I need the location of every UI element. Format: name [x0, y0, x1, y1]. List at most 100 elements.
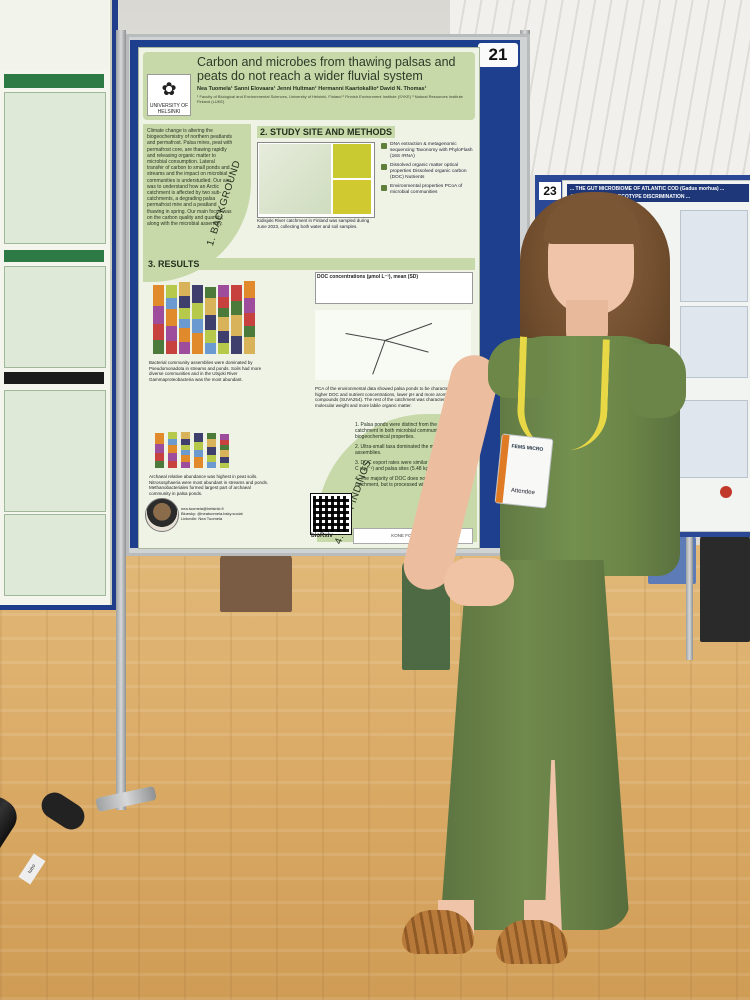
stacked-bar-segment	[205, 298, 216, 315]
stacked-bar-segment	[153, 340, 164, 354]
stacked-bar-segment	[179, 319, 190, 328]
stacked-bar-segment	[179, 308, 190, 319]
contact-bluesky: Bluesky: @neatuomela.bsky.social	[181, 511, 243, 516]
university-logo: ✿ UNIVERSITY OF HELSINKI	[147, 74, 191, 116]
stacked-bar-segment	[220, 463, 229, 468]
stacked-bar-segment	[220, 434, 229, 440]
results-heading: 3. RESULTS	[148, 259, 200, 269]
author-avatar	[145, 498, 179, 532]
stacked-bar-segment	[155, 444, 164, 453]
dress-sleeve-left	[488, 338, 548, 398]
stacked-bar-segment	[194, 450, 203, 457]
stacked-bar-segment	[244, 281, 255, 298]
stacked-bar-segment	[231, 336, 242, 354]
methods-list: DNA extraction & metagenomic sequencing …	[381, 142, 475, 199]
stacked-bar-segment	[220, 445, 229, 450]
stacked-bar-segment	[192, 285, 203, 303]
methods-item: Dissolved organic matter optical propert…	[381, 163, 475, 181]
left-poster-panel	[4, 514, 106, 596]
stacked-bar-segment	[244, 326, 255, 337]
stacked-bar-segment	[153, 285, 164, 306]
pca-plot	[315, 310, 471, 380]
stand-pole	[116, 30, 126, 810]
doc-table: DOC concentrations (µmol L⁻¹), mean (SD)	[315, 272, 473, 304]
poster-authors: Nea Tuomela¹ Sanni Elovaara¹ Jenni Hultm…	[197, 86, 427, 92]
stacked-bar-segment	[179, 282, 190, 296]
stacked-bar-segment	[181, 450, 190, 455]
stacked-bar-segment	[181, 439, 190, 445]
stacked-bar-segment	[179, 328, 190, 342]
stacked-bar-segment	[194, 442, 203, 450]
woman-bangs	[544, 198, 640, 244]
contact-block: nea.tuomela@helsinki.fi Bluesky: @neatuo…	[145, 498, 265, 538]
stacked-bar-segment	[181, 445, 190, 450]
key-finding: 2. Ultra-small taxa dominated the microb…	[355, 444, 450, 456]
woman-hands	[444, 558, 514, 606]
stacked-bar-segment	[218, 297, 229, 308]
poster-title-bar	[143, 52, 475, 120]
key-finding: 4. The majority of DOC does not reach th…	[355, 476, 449, 488]
bacteria-stacked-bars	[153, 274, 261, 354]
contact-text: nea.tuomela@helsinki.fi Bluesky: @neatuo…	[181, 506, 271, 521]
left-sandal	[402, 910, 474, 954]
stacked-bar-segment	[207, 455, 216, 462]
right-poster-logo	[720, 486, 732, 498]
map-inset-bottom	[333, 180, 371, 214]
archaea-stacked-bars	[155, 392, 245, 468]
left-poster-panel	[4, 390, 106, 512]
stacked-bar-segment	[181, 455, 190, 462]
right-sandal	[496, 920, 568, 964]
key-finding: 3. DOC export rates were similar from pe…	[355, 460, 470, 472]
stacked-bar-segment	[179, 342, 190, 354]
lanyard	[516, 336, 610, 452]
stacked-bar-segment	[194, 433, 203, 442]
key-findings-list: 1. Palsa ponds were distinct from the re…	[355, 422, 473, 492]
left-poster-header	[0, 0, 108, 70]
left-poster	[0, 0, 112, 605]
attendee-badge: FEMS MICRO Attendee	[494, 433, 554, 509]
stacked-bar-segment	[218, 317, 229, 331]
stacked-bar-segment	[166, 309, 177, 326]
stacked-bar-segment	[244, 337, 255, 354]
biorxiv-logo: bioRxiv	[311, 533, 333, 539]
stacked-bar-segment	[220, 440, 229, 445]
stacked-bar-segment	[231, 301, 242, 315]
contact-email: nea.tuomela@helsinki.fi	[181, 506, 224, 511]
stacked-bar-segment	[207, 447, 216, 455]
right-board-number: 23	[539, 182, 561, 200]
logo-label: UNIVERSITY OF HELSINKI	[149, 103, 189, 115]
stacked-bar-segment	[192, 333, 203, 354]
pca-text: PCA of the environmental data showed pal…	[315, 386, 471, 408]
pca-vector	[345, 333, 386, 341]
stacked-bar-segment	[218, 308, 229, 317]
left-poster-band	[4, 250, 104, 262]
stacked-bar-segment	[168, 439, 177, 445]
green-dress-skirt	[440, 560, 630, 930]
key-finding: 1. Palsa ponds were distinct from the re…	[355, 422, 461, 440]
stacked-bar-segment	[220, 450, 229, 457]
contact-linkedin: LinkedIn: Nea Tuomela	[181, 516, 223, 521]
stacked-bar-segment	[155, 453, 164, 461]
bacteria-text: Bacterial community assemblies were domi…	[149, 360, 262, 382]
study-site-heading: 2. STUDY SITE AND METHODS	[257, 126, 396, 138]
badge-role: Attendee	[510, 487, 536, 497]
stacked-bar-segment	[205, 287, 216, 298]
map-inset-top	[333, 144, 371, 178]
background-person	[220, 552, 292, 612]
methods-item: Environmental properties PCoA of microbi…	[381, 184, 475, 196]
stacked-bar-segment	[218, 331, 229, 343]
pca-vector	[384, 340, 429, 353]
dress-sleeve-right	[628, 344, 686, 418]
methods-item: DNA extraction & metagenomic sequencing …	[381, 142, 475, 160]
stacked-bar-segment	[220, 457, 229, 463]
stacked-bar-segment	[218, 285, 229, 297]
stacked-bar-segment	[207, 462, 216, 468]
board-number: 21	[478, 43, 518, 67]
stacked-bar-segment	[205, 343, 216, 354]
background-text: Climate change is altering the biogeoche…	[147, 128, 233, 228]
pca-vector	[384, 322, 433, 341]
stacked-bar-segment	[181, 462, 190, 468]
stacked-bar-segment	[168, 453, 177, 461]
right-poster-panel	[680, 306, 748, 378]
stacked-bar-segment	[244, 313, 255, 326]
